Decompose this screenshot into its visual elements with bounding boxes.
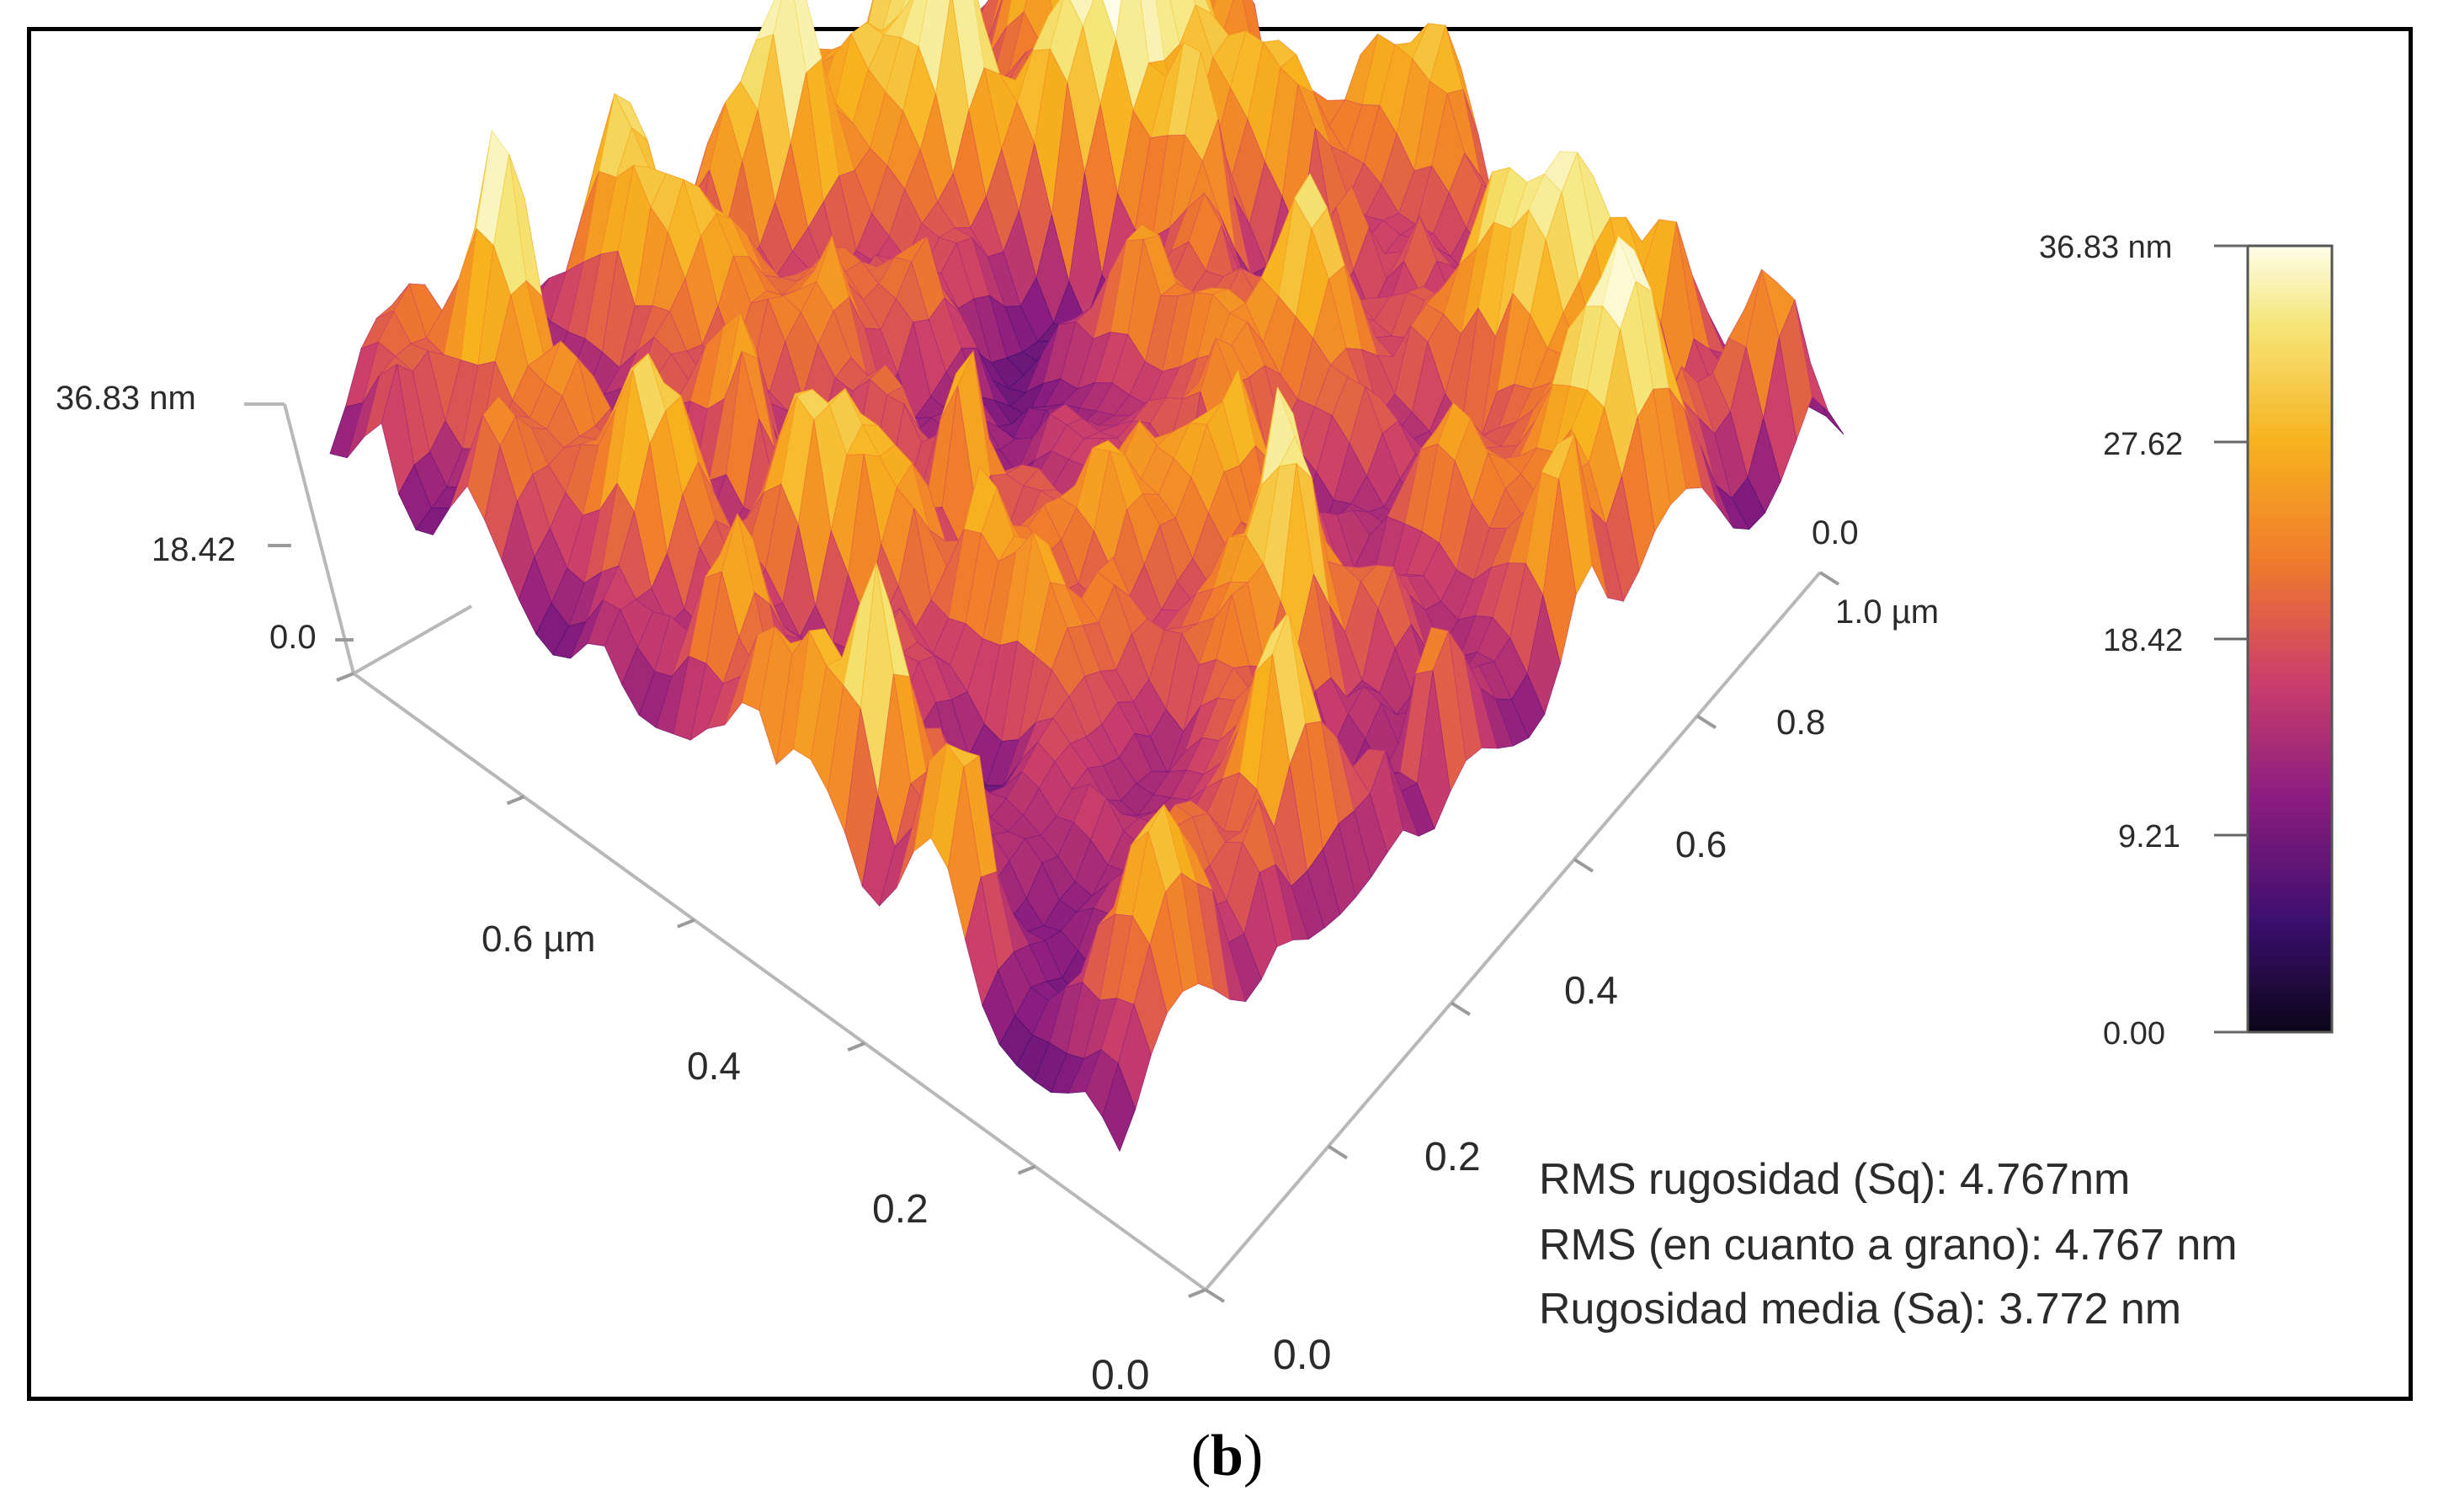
- axis-tick: [506, 795, 525, 806]
- axis-tick: [1327, 1144, 1349, 1160]
- z-axis-tick-zero: 0.0: [269, 619, 317, 656]
- stat-rms-sq: RMS rugosidad (Sq): 4.767nm: [1539, 1155, 2130, 1204]
- axis-tick: [1573, 858, 1594, 873]
- x-axis-tick-0.6: 0.6 µm: [482, 918, 595, 960]
- caption-close: ): [1243, 1424, 1264, 1488]
- y-axis-tick-0.2: 0.2: [1424, 1135, 1481, 1179]
- axis-lines: [244, 402, 1822, 1291]
- x-axis-tick-0.0: 0.0: [1091, 1351, 1150, 1398]
- surface-facet: [1102, 1062, 1137, 1153]
- z-axis-line: [283, 403, 355, 674]
- axis-tick: [1017, 1164, 1036, 1175]
- z-axis-tick-mid: 18.42: [152, 531, 236, 568]
- axis-tick: [1450, 1001, 1472, 1016]
- axis-tick: [336, 672, 354, 682]
- colorbar-label-9: 9.21: [2118, 819, 2180, 854]
- y-axis-tick-0.6: 0.6: [1675, 824, 1727, 865]
- axis-tick: [847, 1041, 865, 1052]
- y-axis-tick-1.0: 1.0 µm: [1835, 594, 1939, 631]
- colorbar-ticks: [2214, 244, 2248, 1034]
- caption-letter: b: [1211, 1424, 1243, 1488]
- y-axis-tick-0.4: 0.4: [1564, 968, 1618, 1012]
- x-axis-tick-0.4: 0.4: [687, 1044, 741, 1088]
- figure-caption: (b): [0, 1423, 2454, 1490]
- axis-tick: [1204, 1288, 1226, 1303]
- axis-tick: [1695, 714, 1717, 730]
- y-axis-line: [1204, 571, 1822, 1291]
- x-axis-line: [352, 672, 1207, 1291]
- stat-sa: Rugosidad media (Sa): 3.772 nm: [1539, 1285, 2181, 1334]
- x-axis-tick-0.2: 0.2: [872, 1187, 929, 1232]
- caption-open: (: [1190, 1424, 1211, 1488]
- axis-tick: [677, 918, 695, 929]
- y-axis-extra-zero: 0.0: [1812, 514, 1859, 551]
- y-axis-tick-0.0: 0.0: [1273, 1331, 1332, 1378]
- colorbar: [2246, 244, 2334, 1034]
- z-axis-max-label: 36.83 nm: [56, 380, 196, 417]
- colorbar-label-max: 36.83 nm: [2039, 230, 2172, 265]
- back-axis-line: [353, 604, 472, 675]
- axis-tick: [1818, 571, 1840, 586]
- stat-rms-grain: RMS (en cuanto a grano): 4.767 nm: [1539, 1221, 2238, 1270]
- axis-tick: [1188, 1288, 1206, 1298]
- colorbar-label-18: 18.42: [2103, 623, 2183, 658]
- y-axis-tick-0.8: 0.8: [1776, 702, 1825, 742]
- surface-plot: [329, 0, 1844, 1153]
- colorbar-label-27: 27.62: [2103, 427, 2183, 462]
- colorbar-label-0: 0.00: [2103, 1016, 2165, 1051]
- axis-ticks: [268, 544, 1840, 1303]
